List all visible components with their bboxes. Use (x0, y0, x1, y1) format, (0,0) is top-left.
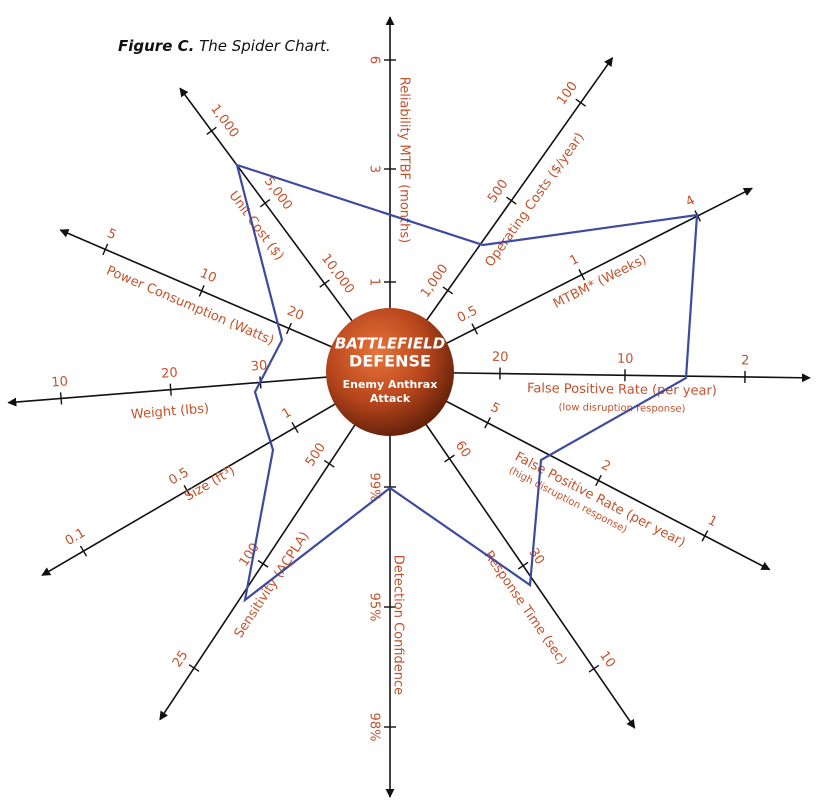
axis-line (159, 371, 391, 721)
axis-line (41, 371, 391, 577)
tick-label: 5,000 (261, 174, 295, 213)
tick-label: 5 (488, 400, 502, 417)
tick-mark (169, 383, 172, 396)
tick-label: 0.5 (455, 303, 480, 326)
axis-label: Size (ft³) (182, 463, 238, 504)
axis-label: Reliability MTBF (months) (397, 77, 412, 243)
tick-mark (285, 322, 292, 335)
figure-caption: Figure C. The Spider Chart. (118, 37, 331, 55)
tick-mark (444, 454, 455, 463)
tick-label: 1,000 (418, 262, 452, 301)
tick-mark (484, 417, 491, 429)
tick-mark (206, 126, 217, 135)
tick-label: 20 (161, 366, 179, 382)
tick-mark (575, 98, 586, 107)
tick-mark (588, 664, 600, 673)
tick-label: 60 (452, 438, 474, 460)
tick-mark (102, 243, 109, 256)
tick-mark (701, 530, 709, 542)
axis-label: False Positive Rate (per year) (512, 450, 687, 551)
axis-label: Weight (lbs) (130, 401, 209, 422)
axis-sublabel: (low disruption response) (558, 402, 685, 415)
tick-label: 500 (303, 440, 329, 469)
tick-label: 10 (51, 374, 69, 390)
tick-label: 20 (492, 350, 509, 365)
tick-label: 0.1 (63, 526, 88, 549)
tick-label: 1 (367, 278, 382, 286)
tick-label: 1,000 (207, 102, 241, 141)
tick-mark (257, 559, 269, 568)
tick-label: 10 (197, 266, 218, 286)
axis-label: Power Consumption (Watts) (104, 263, 276, 348)
tick-label: 1 (705, 513, 719, 530)
tick-mark (506, 196, 517, 205)
tick-mark (323, 459, 335, 468)
axis-line (389, 187, 753, 373)
axis-line (389, 57, 614, 373)
axis-line (389, 371, 636, 729)
tick-label: 100 (554, 79, 581, 108)
tick-label: 5 (105, 226, 119, 243)
tick-label: 3 (367, 165, 382, 173)
tick-label: 30 (525, 546, 547, 568)
tick-mark (59, 392, 63, 405)
center-line-1: BATTLEFIELD (335, 335, 445, 353)
tick-label: 2 (599, 458, 613, 475)
axis-line (389, 371, 811, 383)
tick-label: 99% (367, 473, 382, 502)
tick-mark (198, 285, 205, 297)
tick-mark (471, 323, 479, 335)
axis-line (389, 371, 771, 571)
tick-label: 1 (280, 405, 295, 422)
center-sphere (326, 308, 454, 436)
tick-label: 1 (567, 252, 581, 269)
tick-label: 95% (367, 593, 382, 622)
tick-label: 4 (683, 193, 697, 210)
axis-label: Sensitivity (ACPLA) (232, 529, 313, 641)
figure-caption-text: The Spider Chart. (199, 37, 331, 55)
axis-label: False Positive Rate (per year) (527, 381, 717, 399)
tick-mark (188, 664, 200, 672)
tick-label: 10 (596, 649, 618, 671)
tick-label: 0.5 (166, 465, 191, 488)
figure-label: Figure C. (118, 37, 194, 55)
tick-label: 100 (237, 540, 263, 569)
tick-label: 2 (741, 353, 749, 368)
tick-mark (259, 199, 271, 208)
tick-label: 25 (170, 648, 192, 670)
tick-mark (517, 561, 529, 570)
center-line-2: DEFENSE (349, 352, 431, 371)
tick-mark (595, 474, 602, 487)
tick-mark (442, 286, 454, 295)
tick-mark (319, 279, 330, 288)
tick-mark (291, 421, 299, 434)
tick-mark (578, 269, 586, 281)
tick-mark (79, 545, 88, 557)
tick-label: 98% (367, 713, 382, 742)
tick-mark (183, 485, 191, 497)
tick-label: 20 (285, 304, 306, 324)
tick-label: 500 (485, 177, 512, 206)
tick-label: 6 (367, 56, 382, 64)
tick-label: 30 (250, 358, 268, 374)
center-line-3: Enemy Anthrax (343, 378, 438, 391)
tick-label: 10,000 (318, 251, 357, 296)
profile-polygon (235, 163, 699, 603)
center-line-4: Attack (370, 392, 411, 405)
axis-label: Response Time (sec) (481, 548, 570, 667)
tick-label: 10 (617, 352, 634, 367)
axis-label: Detection Confidence (391, 555, 406, 695)
